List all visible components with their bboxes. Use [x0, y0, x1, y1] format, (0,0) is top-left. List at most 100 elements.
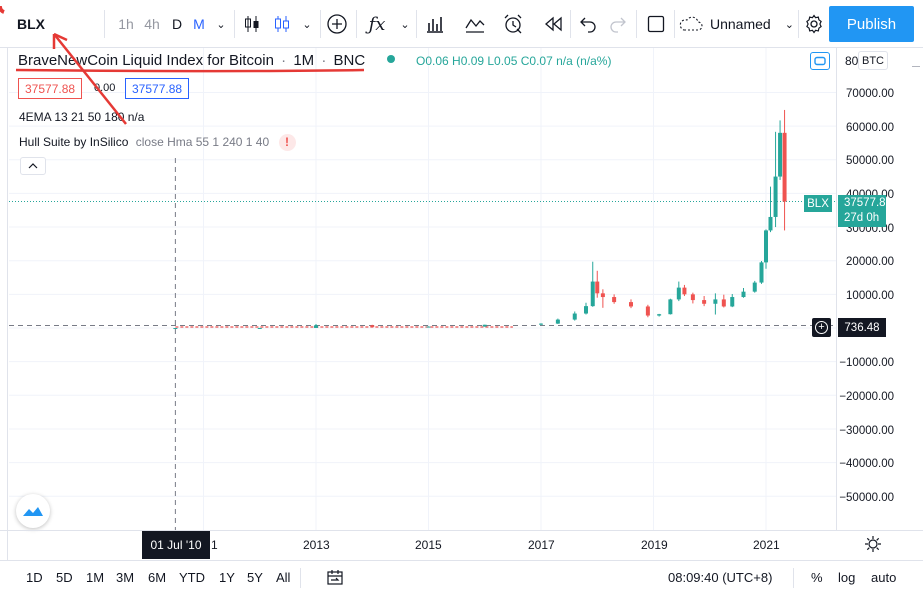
interval-1h-label: 1h [118, 16, 134, 32]
candle-body [668, 299, 673, 315]
indicator-ema[interactable]: 4EMA 13 21 50 180 n/a [19, 110, 145, 124]
square-icon [647, 15, 665, 33]
indicators-dropdown-button[interactable]: ⌄ [394, 8, 416, 40]
chart-type-button[interactable] [268, 8, 296, 40]
log-toggle[interactable]: log [838, 570, 856, 585]
layout-name: Unnamed [710, 16, 771, 32]
range-5y-button[interactable]: 5Y [247, 570, 263, 585]
range-1y-button[interactable]: 1Y [219, 570, 235, 585]
refresh-icon [814, 56, 826, 66]
redo-icon [610, 17, 626, 33]
time-axis[interactable] [0, 530, 923, 560]
toolbar-divider [570, 10, 571, 38]
candle-body [370, 325, 375, 327]
price-label: −20000.00 [839, 391, 894, 403]
replay-button[interactable] [538, 8, 568, 40]
clock-timezone[interactable]: 08:09:40 (UTC+8) [668, 570, 773, 585]
candle-body [773, 176, 778, 217]
candle-body [752, 282, 757, 292]
line-chart-icon [465, 18, 485, 33]
time-label: 2015 [415, 538, 442, 552]
alarm-clock-icon [504, 14, 522, 34]
ideas-button[interactable] [460, 8, 490, 40]
series-name: BraveNewCoin Liquid Index for Bitcoin [18, 52, 274, 69]
price-label: −10000.00 [839, 357, 894, 369]
price-label: 60000.00 [846, 122, 894, 134]
interval-d-button[interactable]: D [166, 8, 188, 40]
interval-4h-button[interactable]: 4h [140, 8, 164, 40]
series-interval: 1M [293, 52, 315, 69]
fullscreen-button[interactable] [642, 8, 670, 40]
bar-chart-icon [427, 17, 443, 33]
toolbar-divider [416, 10, 417, 38]
interval-dropdown-button[interactable]: ⌄ [210, 8, 232, 40]
indicator-hull-suite[interactable]: Hull Suite by InSilico close Hma 55 1 24… [19, 134, 296, 151]
publish-label: Publish [846, 15, 897, 33]
ask-price-box[interactable]: 37577.88 [125, 78, 190, 99]
range-1d-button[interactable]: 1D [26, 570, 43, 585]
compare-button[interactable] [322, 8, 352, 40]
chart-settings-button[interactable] [864, 535, 882, 558]
market-status-dot [387, 55, 396, 63]
auto-scale-toggle[interactable] [810, 52, 830, 70]
candle-body [426, 326, 431, 328]
go-to-date-button[interactable] [326, 569, 344, 590]
percent-toggle[interactable]: % [811, 570, 823, 585]
toolbar-divider [300, 568, 301, 588]
candle-body [595, 281, 600, 294]
range-all-button[interactable]: All [276, 570, 291, 585]
gear-icon [806, 14, 822, 34]
scale-tick [912, 66, 920, 67]
candle-body [730, 297, 735, 307]
crosshair-date-label: 01 Jul '10 [142, 531, 210, 559]
chevron-down-icon: ⌄ [302, 18, 312, 31]
alert-button[interactable] [498, 8, 528, 40]
calendar-arrow-icon [327, 570, 343, 585]
candle-body [539, 323, 543, 325]
candle-body [690, 294, 695, 301]
bars-style-button[interactable] [238, 8, 266, 40]
publish-button[interactable]: Publish [829, 6, 914, 42]
toolbar-divider [636, 10, 637, 38]
auto-toggle[interactable]: auto [871, 570, 897, 585]
range-3m-button[interactable]: 3M [116, 570, 135, 585]
layout-menu-button[interactable]: Unnamed ⌄ [678, 8, 798, 40]
tradingview-logo[interactable] [16, 494, 50, 528]
symbol-search-button[interactable]: BLX [6, 8, 56, 40]
settings-button[interactable] [800, 8, 828, 40]
time-label: 2019 [641, 538, 668, 552]
currency-button[interactable]: BTC [858, 51, 888, 70]
toolbar-divider [234, 10, 235, 38]
undo-icon [580, 17, 596, 33]
range-5d-button[interactable]: 5D [56, 570, 73, 585]
candle-body [768, 216, 773, 231]
interval-1h-button[interactable]: 1h [114, 8, 138, 40]
range-6m-button[interactable]: 6M [148, 570, 167, 585]
crosshair-add-button[interactable]: + [812, 318, 831, 337]
price-label: −40000.00 [839, 458, 894, 470]
toolbar-divider [320, 10, 321, 38]
range-ytd-button[interactable]: YTD [179, 570, 205, 585]
price-label: 20000.00 [846, 256, 894, 268]
series-title[interactable]: BraveNewCoin Liquid Index for Bitcoin · … [18, 52, 396, 69]
indicators-button[interactable]: ƒx [362, 8, 392, 40]
range-1m-button[interactable]: 1M [86, 570, 105, 585]
chart-canvas[interactable] [0, 48, 923, 530]
financials-button[interactable] [420, 8, 450, 40]
collapse-legend-button[interactable] [20, 157, 46, 175]
chart-type-dropdown-button[interactable]: ⌄ [296, 8, 318, 40]
warning-icon[interactable]: ! [278, 134, 296, 151]
candle-body [682, 287, 687, 295]
ask-price: 37577.88 [132, 81, 183, 96]
undo-button[interactable] [574, 8, 602, 40]
function-icon: ƒx [368, 13, 386, 35]
add-circle-icon [327, 14, 347, 34]
price-scale-top-label: 80 [845, 54, 859, 68]
interval-d-label: D [171, 16, 183, 32]
bid-price-box[interactable]: 37577.88 [18, 78, 83, 99]
redo-button[interactable] [604, 8, 632, 40]
ohlc-values: O0.06 H0.09 L0.05 C0.07 n/a (n/a%) [416, 54, 612, 68]
interval-m-button[interactable]: M [188, 8, 210, 40]
indicator-hull-params: close Hma 55 1 240 1 40 [135, 135, 270, 149]
candle-body [584, 306, 588, 314]
